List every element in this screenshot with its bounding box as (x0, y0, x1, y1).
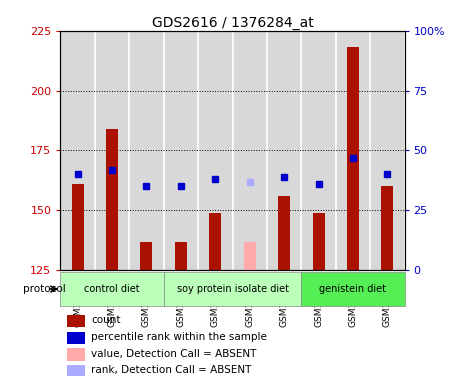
Text: protocol: protocol (23, 284, 66, 294)
Text: value, Detection Call = ABSENT: value, Detection Call = ABSENT (92, 349, 257, 359)
Bar (67, 365, 85, 377)
Bar (106, 129, 118, 270)
Text: genistein diet: genistein diet (319, 284, 386, 294)
Bar (175, 242, 187, 270)
Bar (67, 348, 85, 361)
Bar (381, 186, 393, 270)
Bar (347, 48, 359, 270)
Text: control diet: control diet (84, 284, 140, 294)
Bar (312, 213, 325, 270)
Text: percentile rank within the sample: percentile rank within the sample (92, 332, 267, 342)
Bar (67, 332, 85, 344)
FancyBboxPatch shape (301, 272, 405, 306)
Bar (244, 242, 256, 270)
Text: rank, Detection Call = ABSENT: rank, Detection Call = ABSENT (92, 365, 252, 375)
FancyBboxPatch shape (60, 272, 164, 306)
Bar (72, 184, 84, 270)
FancyBboxPatch shape (164, 272, 301, 306)
Title: GDS2616 / 1376284_at: GDS2616 / 1376284_at (152, 16, 313, 30)
Bar (67, 315, 85, 327)
Text: count: count (92, 315, 121, 325)
Bar (140, 242, 153, 270)
Text: soy protein isolate diet: soy protein isolate diet (177, 284, 288, 294)
Bar (278, 196, 290, 270)
Bar (209, 213, 221, 270)
